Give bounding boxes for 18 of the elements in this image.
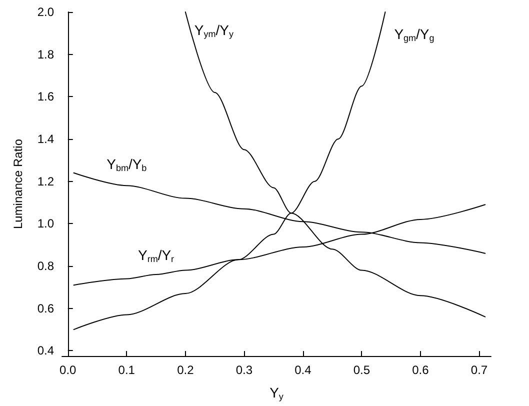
x-tick-label: 0.2	[177, 363, 194, 377]
y-tick-label: 0.4	[37, 344, 54, 358]
y-tick-label: 1.6	[37, 90, 54, 104]
x-tick-label: 0.6	[412, 363, 430, 377]
y-tick-label: 1.0	[37, 216, 54, 231]
y-tick-label: 1.4	[37, 132, 54, 146]
y-tick-label: 0.8	[37, 259, 54, 274]
x-tick-label: 0.5	[353, 363, 370, 377]
y-tick-label: 1.8	[37, 47, 54, 62]
x-tick-label: 0.7	[470, 363, 488, 377]
y-tick-label: 2.0	[37, 5, 54, 19]
y-tick-label: 0.6	[37, 301, 54, 316]
y-axis-title: Luminance Ratio	[11, 138, 25, 230]
y-tick-label: 1.2	[37, 174, 54, 188]
x-tick-label: 0.0	[60, 363, 77, 377]
x-tick-label: 0.1	[118, 363, 136, 377]
x-tick-label: 0.3	[236, 363, 253, 377]
x-tick-label: 0.4	[294, 363, 312, 377]
